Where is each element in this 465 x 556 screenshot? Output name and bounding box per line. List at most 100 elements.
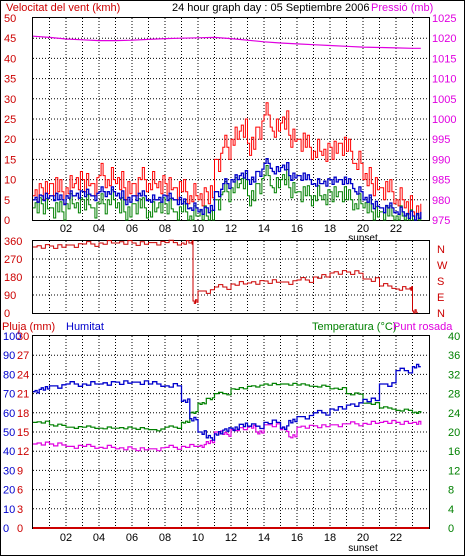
dewpoint-axis-label: Punt rosada <box>393 321 453 333</box>
x-tick-label: 02 <box>60 223 72 235</box>
temperature-tick-label: 28 <box>448 389 460 401</box>
humidity-tick-label: 30 <box>3 465 15 477</box>
pressure-y-ticks: 975 980 985 990 995 1000 1005 1010 1015 1020 1025 <box>432 13 456 227</box>
panel-humidity-x-ticks: 02 04 06 08 10 12 14 16 18 20 22 <box>60 532 402 544</box>
humidity-tick-label: 90 <box>3 350 15 362</box>
rain-y-ticks: 0 3 6 9 12 15 18 21 24 27 30 <box>17 331 29 535</box>
x-tick-label: 22 <box>390 223 402 235</box>
temperature-tick-label: 8 <box>448 485 454 497</box>
humidity-tick-label: 20 <box>3 485 15 497</box>
rain-tick-label: 30 <box>17 331 29 343</box>
temperature-tick-label: 24 <box>448 408 460 420</box>
sunset-label-top: sunset <box>348 233 378 244</box>
humidity-tick-label: 60 <box>3 408 15 420</box>
rain-axis-label: Pluja (mm) <box>2 321 55 333</box>
pressure-tick-label: 975 <box>432 215 450 227</box>
temperature-series <box>33 382 422 432</box>
x-tick-label: 16 <box>291 223 303 235</box>
direction-y-ticks: 0 90 180 270 360 <box>4 236 22 320</box>
rain-tick-label: 15 <box>17 427 29 439</box>
temperature-tick-label: 4 <box>448 504 454 516</box>
wind-tick-label: 35 <box>4 74 16 86</box>
x-tick-label: 04 <box>93 532 105 544</box>
direction-tick-label: 90 <box>4 290 16 302</box>
direction-tick-label: 180 <box>4 272 22 284</box>
temperature-tick-label: 12 <box>448 465 460 477</box>
x-tick-label: 06 <box>126 223 138 235</box>
compass-label: N <box>437 244 445 256</box>
x-tick-label: 14 <box>258 223 270 235</box>
x-tick-label: 12 <box>225 532 237 544</box>
wind-gust-series <box>33 102 422 221</box>
humidity-tick-label: 70 <box>3 389 15 401</box>
rain-tick-label: 6 <box>17 485 23 497</box>
humidity-axis-label: Humitat <box>66 321 104 333</box>
pressure-series <box>32 35 421 49</box>
temperature-tick-label: 36 <box>448 350 460 362</box>
panel-wind-series <box>32 35 422 221</box>
wind-tick-label: 5 <box>4 195 10 207</box>
temperature-tick-label: 40 <box>448 331 460 343</box>
pressure-tick-label: 980 <box>432 195 450 207</box>
humidity-tick-label: 40 <box>3 446 15 458</box>
wind-tick-label: 40 <box>4 53 16 65</box>
compass-label: W <box>437 260 448 272</box>
wind-direction-series <box>33 239 418 314</box>
x-tick-label: 12 <box>225 223 237 235</box>
humidity-tick-label: 100 <box>3 331 21 343</box>
x-tick-label: 08 <box>159 223 171 235</box>
rain-tick-label: 3 <box>17 504 23 516</box>
direction-tick-label: 360 <box>4 236 22 248</box>
sunset-label-bottom: sunset <box>348 543 378 554</box>
rain-tick-label: 9 <box>17 465 23 477</box>
wind-low-series <box>33 165 422 221</box>
x-tick-label: 14 <box>258 532 270 544</box>
compass-label: N <box>437 308 445 320</box>
wind-tick-label: 25 <box>4 114 16 126</box>
rain-tick-label: 0 <box>17 523 23 535</box>
dewpoint-series <box>33 419 422 452</box>
humidity-tick-label: 10 <box>3 504 15 516</box>
x-tick-label: 18 <box>324 223 336 235</box>
compass-label: S <box>437 276 444 288</box>
humidity-series <box>33 363 421 441</box>
rain-tick-label: 18 <box>17 408 29 420</box>
wind-average-series <box>33 157 422 221</box>
rain-tick-label: 12 <box>17 446 29 458</box>
compass-label: E <box>437 292 444 304</box>
panel-wind-x-ticks: 02 04 06 08 10 12 14 16 18 20 22 <box>60 223 402 235</box>
pressure-tick-label: 985 <box>432 175 450 187</box>
wind-tick-label: 20 <box>4 134 16 146</box>
x-tick-label: 10 <box>192 532 204 544</box>
wind-tick-label: 50 <box>4 13 16 25</box>
direction-tick-label: 0 <box>4 308 10 320</box>
wind-tick-label: 45 <box>4 33 16 45</box>
x-tick-label: 06 <box>126 532 138 544</box>
pressure-tick-label: 1005 <box>432 94 456 106</box>
pressure-axis-label: Pressió (mb) <box>371 2 433 14</box>
wind-y-ticks: 0 5 10 15 20 25 30 35 40 45 50 <box>4 13 16 227</box>
wind-tick-label: 15 <box>4 154 16 166</box>
humidity-tick-label: 50 <box>3 427 15 439</box>
temperature-tick-label: 16 <box>448 446 460 458</box>
pressure-tick-label: 1010 <box>432 74 456 86</box>
rain-tick-label: 24 <box>17 369 29 381</box>
wind-axis-label: Velocitat del vent (kmh) <box>6 2 120 14</box>
rain-tick-label: 21 <box>17 389 29 401</box>
x-tick-label: 04 <box>93 223 105 235</box>
chart-title: 24 hour graph day : 05 Septiembre 2006 <box>172 2 370 14</box>
rain-tick-label: 27 <box>17 350 29 362</box>
temperature-y-ticks: 0 4 8 12 16 20 24 28 32 36 40 <box>448 331 460 535</box>
x-tick-label: 22 <box>390 532 402 544</box>
pressure-tick-label: 995 <box>432 134 450 146</box>
pressure-tick-label: 1000 <box>432 114 456 126</box>
wind-tick-label: 0 <box>4 215 10 227</box>
x-tick-label: 10 <box>192 223 204 235</box>
temperature-tick-label: 20 <box>448 427 460 439</box>
wind-tick-label: 30 <box>4 94 16 106</box>
x-tick-label: 20 <box>357 532 369 544</box>
